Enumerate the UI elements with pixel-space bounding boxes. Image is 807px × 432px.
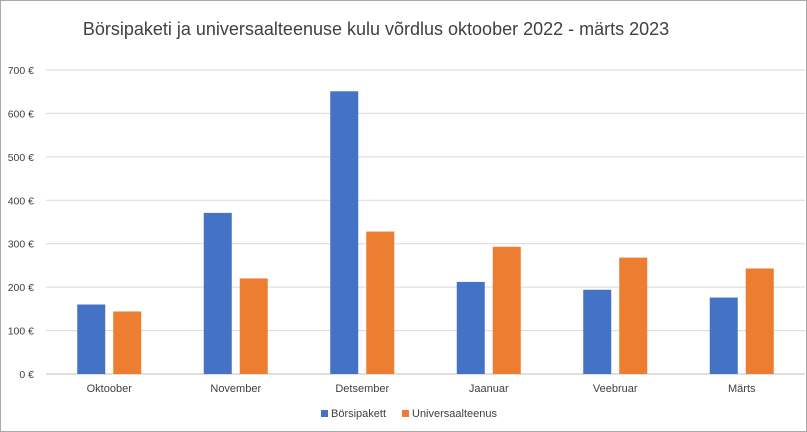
bar-börsipakett-detsember — [330, 91, 359, 374]
bar-universaalteenus-märts — [745, 268, 774, 374]
y-tick-label: 400 € — [8, 195, 34, 207]
legend: Börsipakett Universaalteenus — [321, 408, 497, 420]
y-tick-label: 200 € — [8, 282, 34, 294]
y-tick-label: 700 € — [8, 65, 34, 77]
y-tick-label: 500 € — [8, 152, 34, 164]
x-category-label: Jaanuar — [469, 383, 509, 395]
y-tick-label: 600 € — [8, 108, 34, 120]
legend-label: Universaalteenus — [412, 408, 497, 420]
x-category-label: Oktoober — [87, 383, 133, 395]
bar-börsipakett-november — [203, 212, 232, 374]
bar-universaalteenus-november — [239, 278, 268, 374]
x-category-label: Märts — [728, 383, 756, 395]
legend-label: Börsipakett — [331, 408, 386, 420]
legend-swatch — [402, 410, 409, 417]
x-category-label: Detsember — [335, 383, 389, 395]
bar-börsipakett-veebruar — [583, 289, 612, 374]
bar-universaalteenus-jaanuar — [492, 246, 521, 374]
bar-börsipakett-märts — [709, 297, 738, 374]
legend-swatch — [321, 410, 328, 417]
bars — [77, 91, 774, 374]
y-axis-ticks: 0 € 100 € 200 € 300 € 400 € 500 € 600 € 700 € — [8, 65, 34, 381]
x-axis-categories: Oktoober November Detsember Jaanuar Veebruar… — [87, 383, 756, 395]
bar-universaalteenus-detsember — [366, 231, 395, 374]
y-tick-label: 100 € — [8, 326, 34, 338]
bar-universaalteenus-veebruar — [619, 257, 648, 374]
gridlines — [46, 69, 805, 375]
bar-börsipakett-jaanuar — [456, 281, 485, 374]
y-tick-label: 300 € — [8, 239, 34, 251]
y-tick-label: 0 € — [19, 369, 34, 381]
bar-börsipakett-oktoober — [77, 304, 106, 374]
chart-title: Börsipaketi ja universaalteenuse kulu võ… — [83, 19, 669, 39]
x-category-label: Veebruar — [593, 383, 638, 395]
bar-universaalteenus-oktoober — [113, 311, 142, 374]
x-category-label: November — [210, 383, 261, 395]
